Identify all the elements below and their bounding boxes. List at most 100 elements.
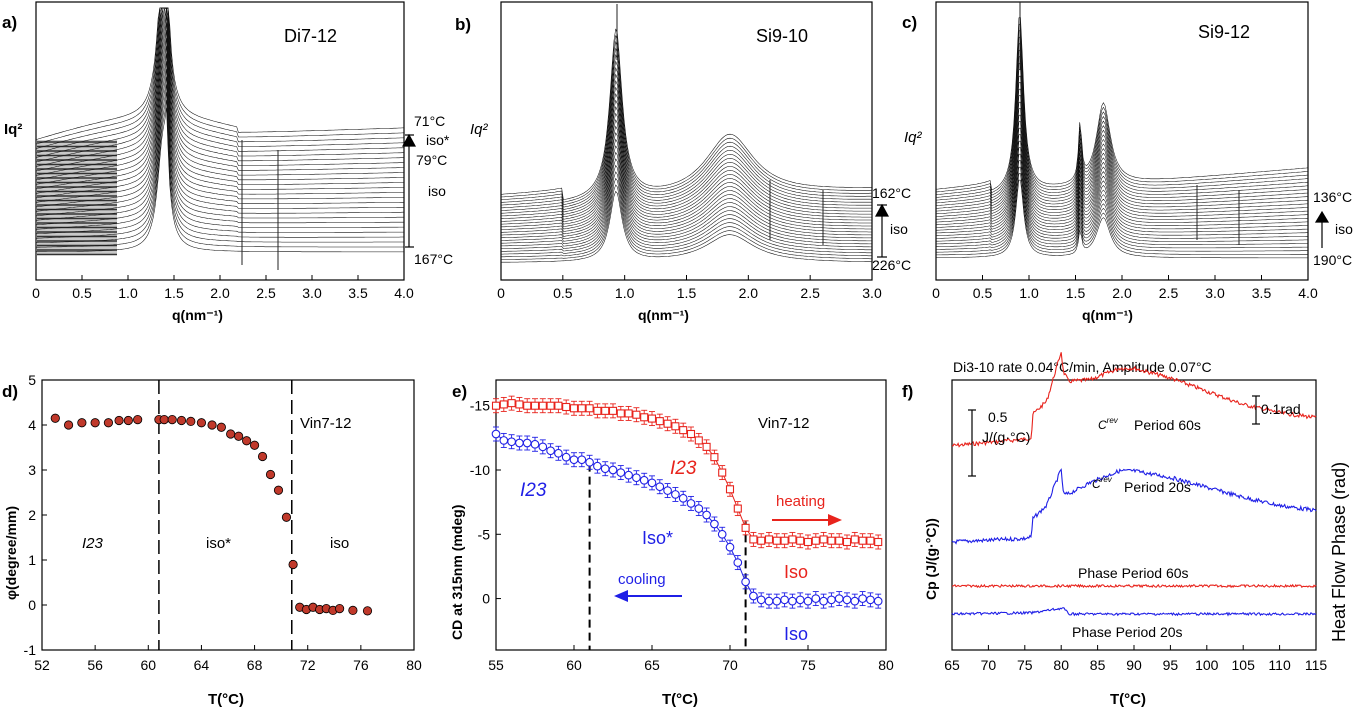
saxs-curve bbox=[936, 108, 1308, 228]
panel-c-ylabel: Iq² bbox=[904, 129, 923, 146]
data-point bbox=[678, 493, 688, 503]
data-point bbox=[741, 523, 750, 532]
data-point bbox=[348, 605, 358, 616]
data-point bbox=[718, 468, 727, 477]
saxs-curve bbox=[935, 23, 1309, 193]
data-point bbox=[499, 400, 508, 409]
panel-d-sample: Vin7-12 bbox=[300, 415, 351, 432]
data-point bbox=[866, 536, 875, 545]
saxs-curve bbox=[35, 7, 405, 145]
saxs-curve bbox=[500, 93, 872, 225]
saxs-curve bbox=[935, 147, 1308, 245]
panel-d-region-isostar: iso* bbox=[206, 535, 231, 552]
panel-c-xlabel: q(nm⁻¹) bbox=[1082, 307, 1133, 323]
xtick-label: 80 bbox=[1053, 657, 1069, 673]
panel-d-ylabel: φ(degree/mm) bbox=[3, 506, 19, 600]
data-point bbox=[288, 559, 298, 570]
saxs-curve bbox=[500, 53, 872, 210]
panel-f-ylabel-right: Heat Flow Phase (rad) bbox=[1329, 462, 1349, 642]
panel-f-cp-symbol-60: Crev bbox=[1098, 416, 1119, 432]
panel-f-curve-label-60: Period 60s bbox=[1134, 417, 1201, 433]
panel-e-label-isostar: Iso* bbox=[642, 528, 673, 548]
saxs-curve bbox=[35, 7, 404, 185]
data-point bbox=[663, 419, 672, 428]
data-point bbox=[538, 401, 547, 410]
ytick-label: 5 bbox=[28, 372, 36, 388]
data-point bbox=[717, 529, 727, 539]
panel-d-region-i23: I23 bbox=[82, 535, 104, 552]
saxs-curve bbox=[36, 99, 404, 248]
xtick-label: 3.5 bbox=[1252, 285, 1272, 301]
panel-b-phase-iso: iso bbox=[890, 221, 908, 237]
saxs-curve bbox=[35, 45, 404, 217]
saxs-curve bbox=[35, 37, 404, 212]
data-point bbox=[530, 401, 540, 410]
saxs-curve bbox=[35, 7, 405, 172]
series-line-period-60s bbox=[951, 352, 1317, 448]
panel-b-sample: Si9-10 bbox=[756, 26, 808, 46]
panel-b-temp-bottom: 226°C bbox=[872, 257, 911, 273]
saxs-curve bbox=[36, 107, 404, 253]
saxs-curve bbox=[501, 119, 872, 235]
panel-f-label: f) bbox=[902, 382, 913, 401]
xtick-label: 70 bbox=[981, 657, 997, 673]
xtick-label: 2.5 bbox=[800, 285, 820, 301]
saxs-curve bbox=[35, 7, 404, 194]
data-point bbox=[226, 429, 236, 439]
data-point bbox=[733, 504, 742, 513]
saxs-curve bbox=[500, 47, 872, 208]
data-point bbox=[780, 536, 789, 545]
ytick-label: 3 bbox=[28, 462, 36, 478]
panel-d-xlabel: T(°C) bbox=[208, 691, 244, 708]
saxs-curve bbox=[35, 7, 404, 163]
saxs-curve bbox=[501, 145, 872, 244]
xtick-label: 1.0 bbox=[118, 285, 138, 301]
saxs-curve bbox=[35, 7, 404, 154]
saxs-curve bbox=[935, 75, 1309, 215]
panel-e-sample: Vin7-12 bbox=[758, 415, 809, 432]
saxs-curve bbox=[501, 184, 872, 260]
panel-f-curve-label-phase60: Phase Period 60s bbox=[1078, 565, 1189, 581]
saxs-curve bbox=[500, 158, 872, 249]
saxs-curve bbox=[500, 164, 873, 252]
data-point bbox=[569, 455, 579, 465]
xtick-label: 4.0 bbox=[1298, 285, 1318, 301]
data-point bbox=[257, 451, 268, 462]
saxs-curve bbox=[35, 14, 404, 199]
saxs-curve bbox=[501, 190, 873, 263]
data-point bbox=[114, 415, 124, 426]
panel-e-label-iso-red: Iso bbox=[784, 562, 808, 582]
saxs-curve bbox=[935, 95, 1308, 223]
panel-a-curves bbox=[35, 7, 405, 270]
data-point bbox=[234, 431, 244, 441]
panel-f-ylabel: Cp (J/(g·°C)) bbox=[923, 518, 939, 600]
saxs-curve bbox=[35, 7, 405, 149]
saxs-curve bbox=[35, 7, 404, 167]
xtick-label: 55 bbox=[488, 657, 504, 673]
data-point bbox=[585, 457, 594, 467]
saxs-curve bbox=[35, 68, 404, 230]
xtick-label: 2.5 bbox=[1159, 285, 1179, 301]
data-point bbox=[167, 414, 177, 425]
panel-c: c) Si9-12 Iq² 136°C iso 190°C 0 0.5 1.0 1.5… bbox=[902, 1, 1353, 323]
saxs-curve bbox=[935, 30, 1309, 196]
saxs-curve bbox=[935, 62, 1309, 209]
saxs-curve bbox=[500, 106, 872, 230]
data-point bbox=[772, 536, 781, 545]
data-point bbox=[671, 422, 680, 431]
panel-c-temp-bracket bbox=[1314, 210, 1330, 248]
panel-b-temp-top: 162°C bbox=[872, 185, 911, 201]
xtick-label: 3.0 bbox=[1205, 285, 1225, 301]
ytick-label: -10 bbox=[470, 462, 490, 478]
panel-e-ylabel: CD at 315nm (mdeg) bbox=[449, 505, 465, 640]
data-point bbox=[655, 417, 664, 426]
data-point bbox=[757, 536, 766, 545]
data-point bbox=[207, 420, 217, 430]
xtick-label: 95 bbox=[1163, 657, 1179, 673]
data-point bbox=[601, 406, 610, 415]
xtick-label: 2.0 bbox=[739, 285, 759, 301]
data-point bbox=[842, 537, 852, 547]
panel-b-label: b) bbox=[455, 15, 471, 34]
saxs-curve bbox=[935, 114, 1308, 231]
